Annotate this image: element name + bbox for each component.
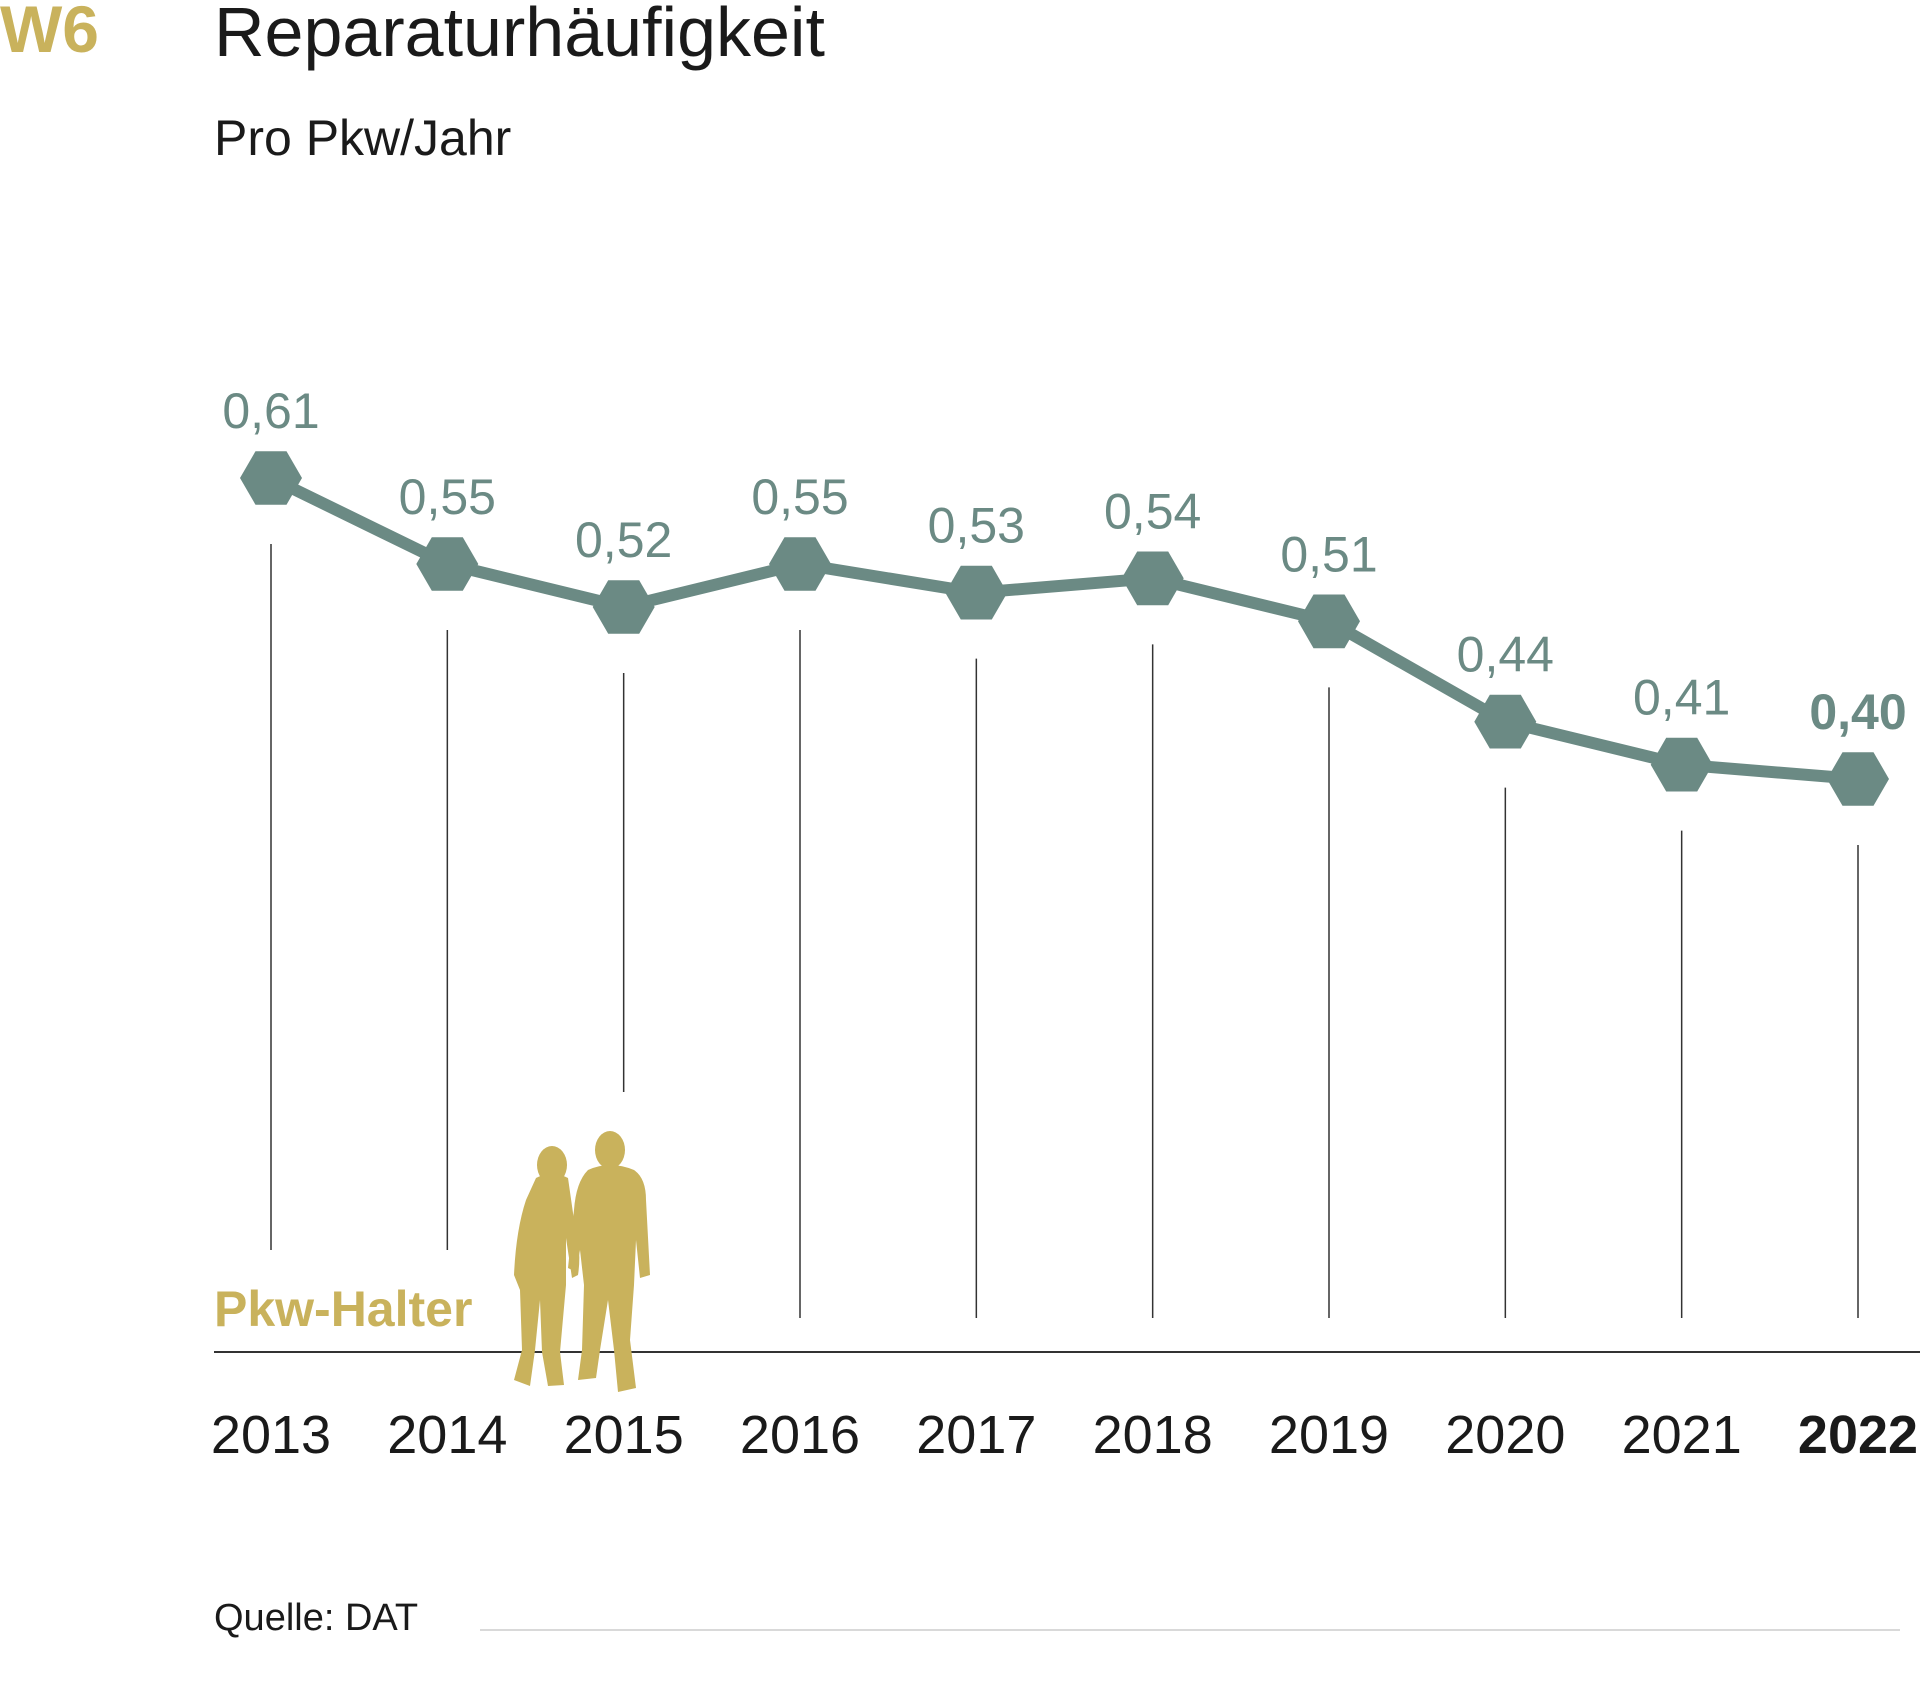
data-label: 0,61 — [222, 383, 319, 439]
pkw-halter-label: Pkw-Halter — [214, 1281, 472, 1337]
x-tick-label: 2018 — [1093, 1405, 1213, 1465]
series-line — [268, 472, 1859, 785]
x-tick-label: 2019 — [1269, 1405, 1389, 1465]
source-note: Quelle: DAT — [214, 1597, 418, 1639]
x-tick-label: 2016 — [740, 1405, 860, 1465]
data-point-marker — [1474, 694, 1537, 749]
data-label: 0,54 — [1104, 483, 1201, 539]
figure-id: W6 — [0, 0, 99, 66]
x-tick-label: 2014 — [387, 1405, 507, 1465]
data-point-marker — [769, 537, 831, 591]
x-tick-label: 2013 — [211, 1405, 331, 1465]
data-label: 0,44 — [1457, 627, 1554, 683]
x-tick-label: 2022 — [1798, 1405, 1918, 1465]
drop-lines — [270, 544, 1859, 1318]
data-point-marker — [592, 580, 655, 634]
x-tick-label: 2021 — [1622, 1405, 1742, 1465]
data-point-marker — [1650, 737, 1713, 792]
data-point-marker — [240, 451, 302, 505]
data-label: 0,51 — [1280, 526, 1377, 582]
data-label: 0,40 — [1809, 684, 1906, 740]
data-point-marker — [416, 537, 479, 591]
data-point-marker — [945, 565, 1008, 620]
tick-labels: 2013 2014 2015 2016 2017 2018 2019 2020 2021 2022 — [211, 1405, 1918, 1465]
data-point-marker — [1121, 551, 1184, 606]
x-tick-label: 2017 — [916, 1405, 1036, 1465]
data-label: 0,55 — [751, 469, 848, 525]
x-tick-label: 2020 — [1445, 1405, 1565, 1465]
series-line-group — [268, 472, 1859, 785]
data-label: 0,55 — [399, 469, 496, 525]
markers — [240, 451, 1889, 806]
data-label: 0,41 — [1633, 670, 1730, 726]
chart-title: Reparaturhäufigkeit — [214, 0, 825, 71]
data-label: 0,53 — [928, 498, 1025, 554]
x-tick-label: 2015 — [564, 1405, 684, 1465]
data-point-marker — [1298, 594, 1360, 649]
data-label: 0,52 — [575, 512, 672, 568]
chart-subtitle: Pro Pkw/Jahr — [214, 110, 511, 166]
people-silhouette-icon — [514, 1131, 650, 1392]
value-labels: 0,61 0,55 0,52 0,55 0,53 0,54 0,51 0,44 0,41 0,40 — [222, 383, 1906, 740]
data-point-marker — [1827, 752, 1889, 806]
